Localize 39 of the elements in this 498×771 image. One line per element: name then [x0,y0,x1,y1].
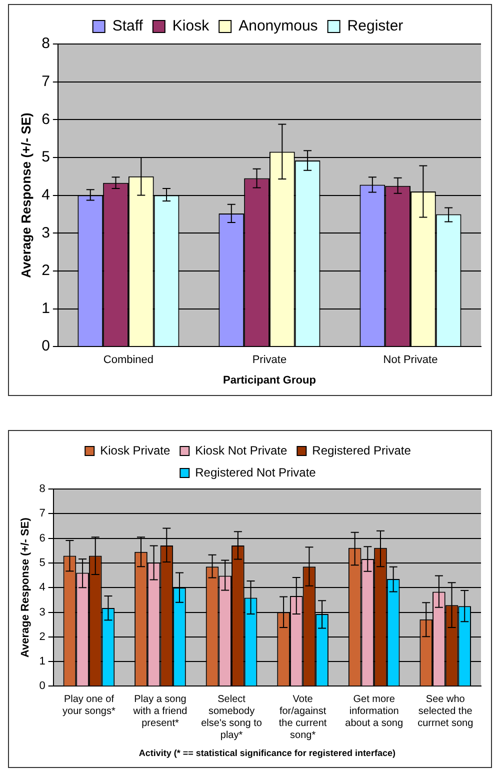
x-tick-label: Play one of your songs* [62,694,116,717]
y-tick-label: 2 [39,630,46,643]
legend-label: Kiosk Not Private [195,443,288,458]
y-tick-label: 3 [39,606,46,618]
x-tick-label: Get more information about a song [345,694,403,729]
y-tick-label: 4 [42,186,50,204]
x-tick-label: Play a song with a friend present* [132,694,188,729]
x-tick-label: Combined [103,354,154,366]
y-tick-label: 3 [42,224,50,242]
y-tick-label: 0 [42,338,50,355]
x-tick-label: Private [252,354,287,366]
x-tick-label: Not Private [383,354,438,366]
y-tick-label: 7 [39,508,46,520]
y-tick-label: 5 [42,148,50,166]
y-tick-label: 8 [39,483,46,496]
y-tick-label: 2 [42,262,50,280]
x-tick-label: See who selected the currnet song [418,694,474,729]
y-tick-label: 1 [42,300,50,317]
x-tick-label: Vote for/against the current song* [278,694,327,741]
x-axis-title: Activity (* == statistical significance for registered interface) [138,748,396,758]
y-tick-label: 4 [39,582,46,594]
y-tick-label: 0 [39,680,46,692]
y-tick-label: 1 [39,656,46,668]
y-tick-label: 8 [42,35,50,52]
x-axis-title: Participant Group [223,374,316,386]
x-tick-label: Select somebody else's song to play* [201,694,262,741]
legend-label: Kiosk Private [100,443,170,458]
y-tick-label: 6 [39,532,46,544]
legend-label: Registered Private [312,443,412,458]
y-axis-title: Average Response (+/- SE) [18,112,34,278]
y-tick-label: 7 [42,72,50,90]
legend-label: Registered Not Private [195,465,316,480]
y-tick-label: 5 [39,556,46,569]
legend-label: Anonymous [238,18,318,35]
legend-label: Register [347,18,404,35]
legend-label: Kiosk [172,18,210,35]
y-tick-label: 6 [42,110,50,128]
y-axis-title: Average Response (+/- SE) [20,517,32,658]
legend-label: Staff [112,18,144,35]
